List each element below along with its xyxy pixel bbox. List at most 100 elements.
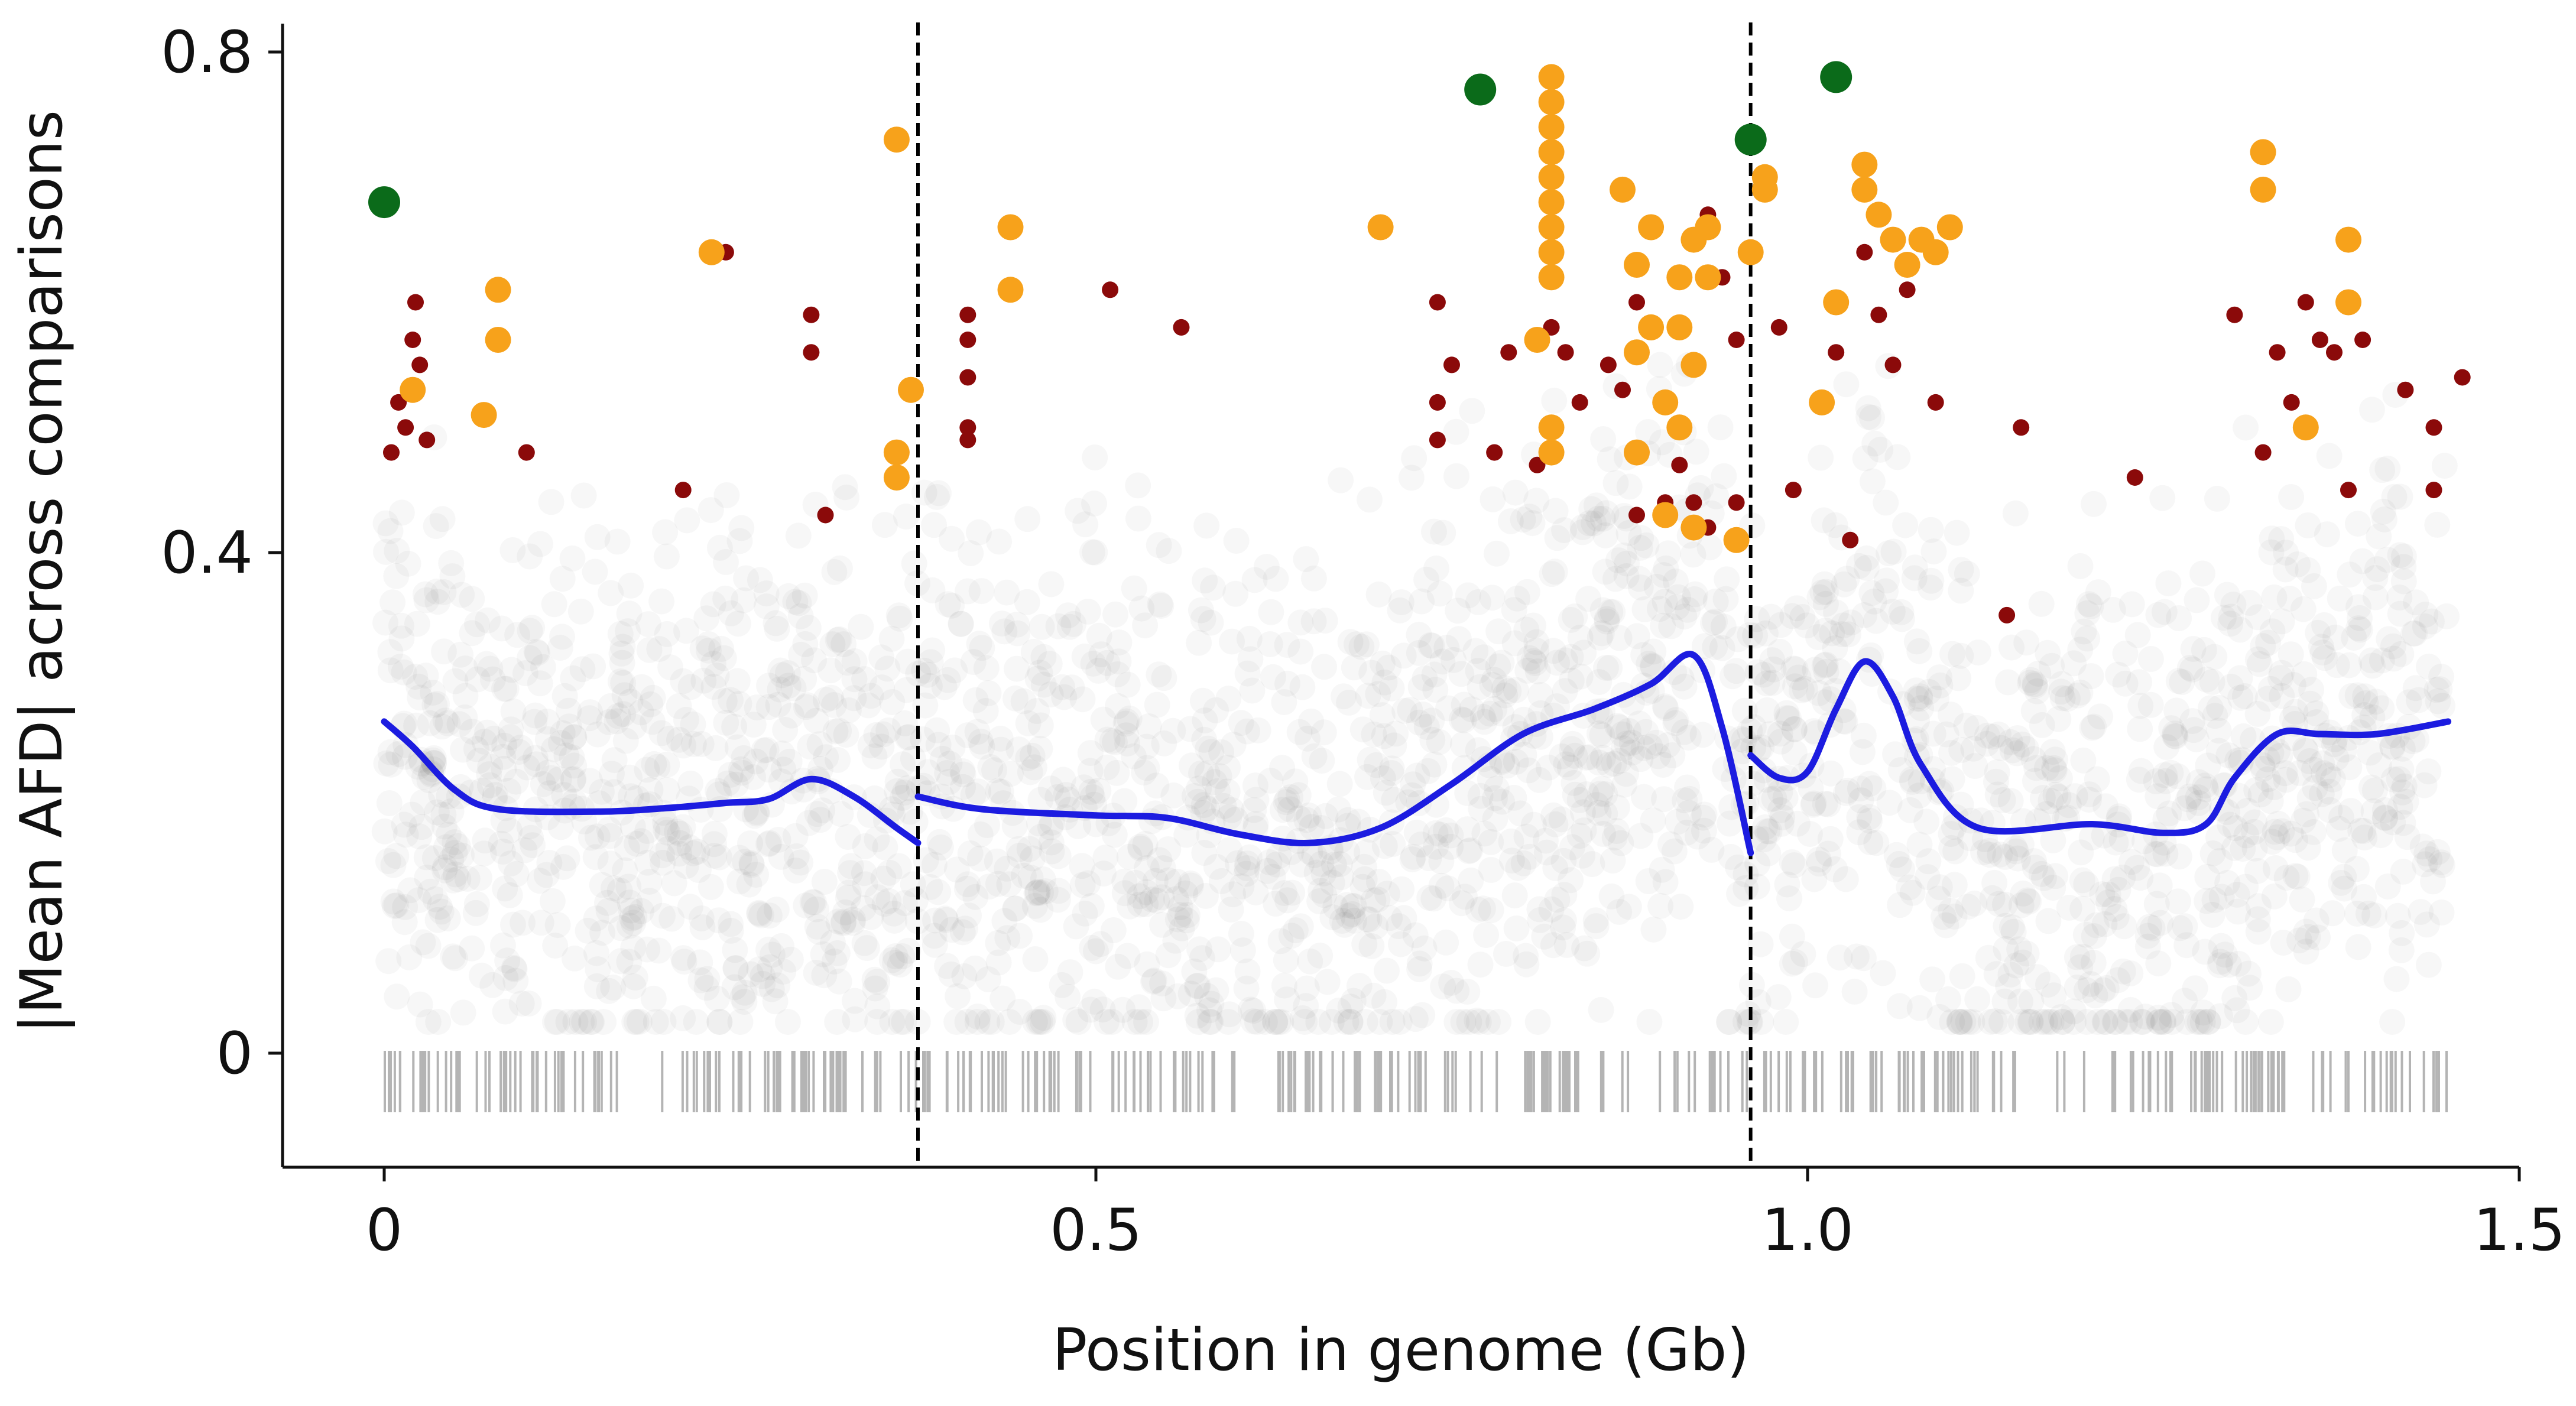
chromosome-boundaries [916,22,1753,1167]
background-point [1274,887,1300,913]
background-point [996,871,1022,897]
background-point [634,937,660,963]
background-point [1822,512,1848,538]
background-point [2149,485,2175,511]
background-point [750,971,776,997]
orange-point [1610,176,1636,203]
orange-point [2335,226,2361,253]
background-point [1988,1009,2014,1035]
background-point [2420,868,2446,894]
background-point [1655,732,1681,758]
background-point [548,814,574,840]
background-point [383,843,409,869]
background-point [2024,678,2050,704]
orange-point [1652,502,1679,528]
background-point [1193,512,1219,538]
background-point [585,722,611,748]
background-point [673,618,699,644]
background-point [1021,639,1047,665]
background-point [1117,894,1143,920]
background-point [1319,870,1345,896]
background-point [2415,758,2441,784]
rug-ticks [384,1051,2448,1112]
background-point [2094,975,2120,1001]
background-point [1409,1002,1435,1028]
background-point [617,765,643,791]
background-point [2362,778,2388,804]
background-point [442,829,468,855]
background-point [1653,695,1679,721]
x-tick-label: 1.5 [2473,1197,2565,1264]
background-point [718,600,744,626]
background-point [1938,702,1964,728]
dark-red-point [383,444,400,461]
background-point [2078,593,2104,619]
background-point [1449,707,1475,733]
background-point [452,704,478,730]
axes [281,24,2519,1169]
background-point [1289,674,1315,700]
dark-red-point [1429,294,1446,311]
background-point [793,694,819,720]
dark-red-point [2269,344,2286,361]
background-point [991,618,1017,644]
background-point [955,871,981,897]
background-point [1964,986,1990,1012]
x-ticks: 0 0.5 1.0 1.5 [366,1167,2565,1264]
dark-red-point [1500,344,1517,361]
background-point [1429,873,1455,899]
background-point [1328,467,1354,493]
background-point [2167,915,2193,941]
background-point [2319,900,2345,926]
dark-red-point [2340,482,2357,499]
background-point [570,656,596,682]
background-point [824,1009,850,1035]
background-point [635,611,661,637]
background-point [466,865,492,891]
background-point [1480,486,1506,512]
background-point [1949,963,1975,989]
background-point [2216,952,2242,978]
y-tick-label: 0.4 [161,519,253,587]
background-point [1234,719,1260,745]
trend-line-segment [1747,658,2452,836]
background-point [1702,609,1728,635]
background-point [2372,805,2398,831]
background-point [1939,641,1965,667]
background-point [1057,959,1083,985]
background-point [825,747,851,773]
background-point [1115,672,1141,698]
orange-point [1624,439,1650,466]
background-point [1287,609,1313,635]
background-point [442,945,468,971]
background-point [1026,1009,1052,1035]
background-point [1585,506,1611,532]
background-point [1046,843,1072,869]
background-point [2172,988,2198,1014]
background-point [827,556,853,582]
y-ticks: 0 0.4 0.8 [161,19,283,1087]
background-point [1115,943,1141,969]
background-point [1988,735,2014,761]
background-point [886,853,912,879]
background-point [1757,786,1783,812]
background-point [864,969,890,995]
background-point [654,544,680,570]
background-point [1470,895,1496,921]
background-point [1716,1009,1742,1035]
background-point [763,610,789,636]
background-point [1190,688,1216,714]
background-point [1584,913,1610,939]
background-point [1846,804,1872,830]
background-point [1082,540,1108,566]
background-point [598,580,624,606]
orange-point [1880,226,1906,253]
background-point [2204,486,2230,512]
background-point [1766,984,1792,1010]
background-point [2040,739,2066,765]
background-point [926,732,952,758]
background-point [1023,946,1049,972]
orange-point [698,239,725,265]
background-point [413,587,439,613]
background-point [1919,966,1945,992]
